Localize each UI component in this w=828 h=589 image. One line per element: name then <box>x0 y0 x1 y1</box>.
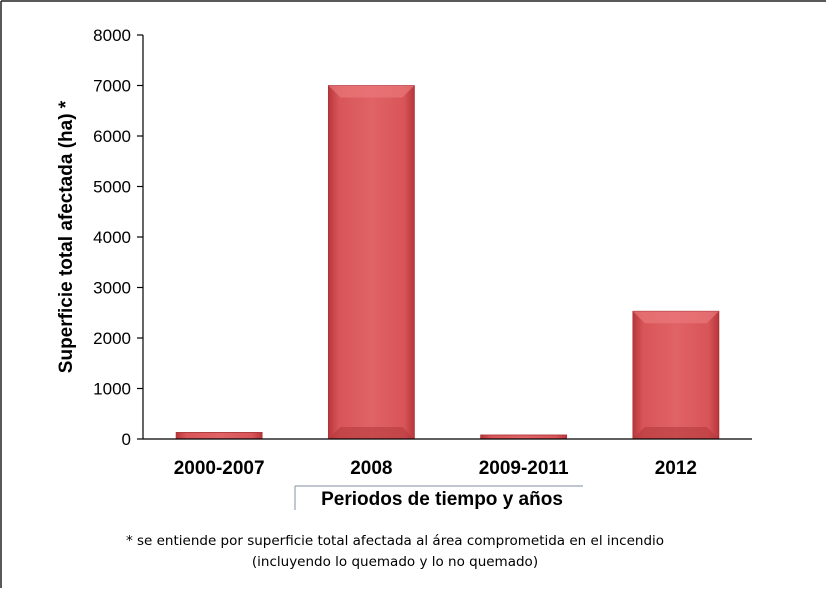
bar-bevel-top <box>632 311 719 324</box>
bar <box>480 434 568 440</box>
footnote-line-2: (incluyendo lo quemado y lo no quemado) <box>252 554 538 570</box>
bar-rect <box>327 85 415 440</box>
x-category-labels: 2000-2007 2008 2009-2011 2012 <box>174 458 697 479</box>
y-tick-label: 4000 <box>93 228 131 247</box>
y-tick-label: 1000 <box>93 380 131 399</box>
y-tick-label: 8000 <box>93 26 131 45</box>
y-tick-label: 0 <box>122 430 131 449</box>
bars <box>175 85 720 440</box>
bar-rect <box>175 432 263 440</box>
y-tick-label: 5000 <box>93 178 131 197</box>
x-category-label: 2008 <box>350 458 392 479</box>
y-tick-label: 2000 <box>93 329 131 348</box>
y-ticks: 0 1000 2000 3000 4000 5000 6000 7000 8000 <box>93 26 143 449</box>
y-tick-label: 3000 <box>93 279 131 298</box>
bar <box>175 432 263 440</box>
x-category-label: 2009-2011 <box>479 458 569 479</box>
bar-bevel-bottom <box>632 427 719 439</box>
bar-rect <box>632 310 720 440</box>
y-axis-label: Superficie total afectada (ha) * <box>56 100 77 373</box>
y-tick-label: 6000 <box>93 127 131 146</box>
bar-bevel-top <box>328 85 415 98</box>
bar-bevel-bottom <box>328 427 415 439</box>
x-category-label: 2012 <box>655 458 697 479</box>
bar-rect <box>480 434 568 440</box>
x-axis-label: Periodos de tiempo y años <box>321 489 563 510</box>
bar <box>632 310 720 440</box>
y-tick-label: 7000 <box>93 77 131 96</box>
footnote-line-1: * se entiende por superficie total afect… <box>126 533 664 549</box>
bar <box>327 85 415 440</box>
x-category-label: 2000-2007 <box>174 458 265 479</box>
